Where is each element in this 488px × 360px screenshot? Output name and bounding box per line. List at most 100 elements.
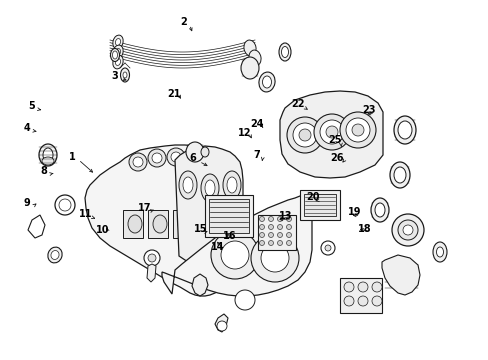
Circle shape <box>143 250 160 266</box>
Bar <box>339 278 381 313</box>
Ellipse shape <box>393 116 415 144</box>
Circle shape <box>371 282 381 292</box>
Ellipse shape <box>112 51 117 59</box>
Ellipse shape <box>248 50 261 66</box>
Circle shape <box>325 126 337 138</box>
Text: 14: 14 <box>210 242 224 252</box>
Polygon shape <box>162 194 311 296</box>
Ellipse shape <box>113 35 123 49</box>
Circle shape <box>286 216 291 221</box>
Text: 23: 23 <box>362 105 375 115</box>
Ellipse shape <box>113 45 123 59</box>
Ellipse shape <box>204 180 215 196</box>
Ellipse shape <box>51 251 59 260</box>
Text: 4: 4 <box>23 123 30 133</box>
Ellipse shape <box>281 46 288 58</box>
Polygon shape <box>28 215 45 238</box>
Circle shape <box>371 296 381 306</box>
Circle shape <box>268 233 273 238</box>
Bar <box>204 195 252 237</box>
Text: 17: 17 <box>137 203 151 213</box>
Circle shape <box>357 282 367 292</box>
Text: 10: 10 <box>96 225 109 235</box>
Circle shape <box>286 233 291 238</box>
Polygon shape <box>147 264 156 282</box>
Ellipse shape <box>153 215 167 233</box>
Ellipse shape <box>201 174 219 202</box>
Ellipse shape <box>43 148 53 162</box>
Circle shape <box>235 290 254 310</box>
Bar <box>173 210 193 238</box>
Ellipse shape <box>110 49 119 62</box>
Circle shape <box>133 157 142 167</box>
Ellipse shape <box>123 72 127 78</box>
Ellipse shape <box>178 215 192 233</box>
Ellipse shape <box>436 247 443 257</box>
Bar <box>148 210 168 238</box>
Circle shape <box>391 214 423 246</box>
Circle shape <box>268 225 273 230</box>
Circle shape <box>343 282 353 292</box>
Ellipse shape <box>183 177 193 193</box>
Bar <box>198 210 218 238</box>
Polygon shape <box>381 255 419 295</box>
Circle shape <box>148 254 156 262</box>
Text: 20: 20 <box>305 192 319 202</box>
Text: 21: 21 <box>166 89 180 99</box>
Text: 16: 16 <box>223 231 236 241</box>
Polygon shape <box>280 91 382 178</box>
Circle shape <box>55 195 75 215</box>
Circle shape <box>259 233 264 238</box>
Circle shape <box>185 149 203 167</box>
Text: 12: 12 <box>237 128 251 138</box>
Text: 24: 24 <box>249 119 263 129</box>
Circle shape <box>286 117 323 153</box>
Bar <box>299 190 339 220</box>
Ellipse shape <box>179 171 197 199</box>
Polygon shape <box>85 145 240 296</box>
Text: 2: 2 <box>180 17 186 27</box>
Ellipse shape <box>244 40 256 56</box>
Circle shape <box>171 152 181 162</box>
Circle shape <box>313 114 349 150</box>
Text: 9: 9 <box>23 198 30 208</box>
Ellipse shape <box>115 59 121 66</box>
Text: 22: 22 <box>291 99 305 109</box>
Polygon shape <box>175 146 243 268</box>
Text: 11: 11 <box>79 209 92 219</box>
Text: 13: 13 <box>279 211 292 221</box>
Ellipse shape <box>374 203 384 217</box>
Circle shape <box>298 129 310 141</box>
Text: 1: 1 <box>69 152 76 162</box>
Ellipse shape <box>241 57 259 79</box>
Ellipse shape <box>120 68 129 82</box>
Circle shape <box>259 240 264 246</box>
Ellipse shape <box>115 49 121 55</box>
Ellipse shape <box>432 242 446 262</box>
Ellipse shape <box>393 167 405 183</box>
Circle shape <box>250 234 298 282</box>
Text: 25: 25 <box>327 135 341 145</box>
Bar <box>304 194 335 216</box>
Circle shape <box>210 231 259 279</box>
Ellipse shape <box>279 43 290 61</box>
Circle shape <box>259 225 264 230</box>
Text: 19: 19 <box>347 207 361 217</box>
Ellipse shape <box>223 171 241 199</box>
Circle shape <box>357 296 367 306</box>
Circle shape <box>319 120 343 144</box>
Circle shape <box>217 321 226 331</box>
Circle shape <box>346 118 369 142</box>
Ellipse shape <box>259 72 275 92</box>
Ellipse shape <box>185 142 203 162</box>
Circle shape <box>320 241 334 255</box>
Ellipse shape <box>262 76 271 88</box>
Text: 26: 26 <box>330 153 344 163</box>
Circle shape <box>268 216 273 221</box>
Circle shape <box>129 153 147 171</box>
Polygon shape <box>215 314 227 332</box>
Circle shape <box>190 153 200 163</box>
Ellipse shape <box>113 55 123 69</box>
Circle shape <box>152 153 162 163</box>
Text: 15: 15 <box>193 224 207 234</box>
